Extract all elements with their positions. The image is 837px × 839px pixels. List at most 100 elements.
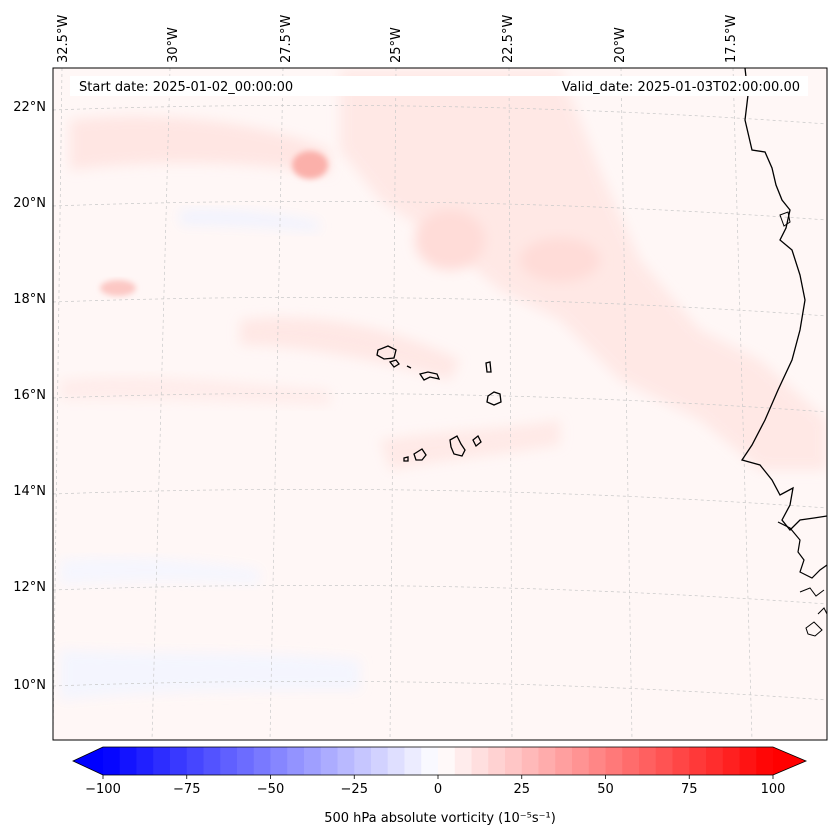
gridline-parallel: [53, 296, 827, 317]
vorticity-positive-streak: [380, 420, 560, 470]
colorbar-swatch: [639, 747, 657, 775]
vorticity-positive-patch: [520, 238, 600, 282]
lon-label: 32.5°W: [56, 15, 71, 63]
lon-label: 30°W: [166, 27, 181, 63]
island-maio: [472, 434, 482, 448]
colorbar-swatch: [304, 747, 322, 775]
vorticity-field: [53, 68, 827, 740]
gridline-meridian: [151, 68, 171, 740]
colorbar-swatch: [505, 747, 523, 775]
island-sao-vicente: [388, 359, 400, 368]
colorbar-swatch: [706, 747, 724, 775]
colorbar-swatch: [722, 747, 741, 775]
colorbar-swatch: [672, 747, 690, 775]
valid-date-label: Valid_date: 2025-01-03T02:00:00.00: [562, 80, 800, 95]
coastline-africa: [740, 68, 827, 531]
colorbar-swatch: [287, 747, 305, 775]
colorbar-min-extend: [73, 747, 103, 775]
cape-verde-islands: [376, 345, 502, 462]
colorbar-tick-label: 25: [513, 782, 530, 797]
colorbar-swatch: [655, 747, 674, 775]
vorticity-positive-streak: [60, 376, 330, 405]
gridline-meridian: [620, 68, 633, 740]
colorbar-tick-label: −75: [173, 782, 200, 797]
island-sao-nicolau: [418, 371, 441, 381]
graticule: [53, 68, 827, 740]
colorbar-swatch: [454, 747, 473, 775]
colorbar-swatch: [572, 747, 590, 775]
gridline-parallel: [53, 680, 827, 701]
lon-label: 17.5°W: [724, 15, 739, 63]
colorbar-segments: [103, 747, 774, 775]
gridline-meridian: [53, 68, 63, 740]
lat-label: 16°N: [13, 388, 46, 403]
colorbar-swatch: [605, 747, 623, 775]
colorbar-ticks: −100 −75 −50 −25 0 25 50 75 100: [85, 775, 785, 797]
colorbar-swatch: [689, 747, 707, 775]
colorbar-swatch: [220, 747, 238, 775]
gridline-parallel: [53, 488, 827, 509]
colorbar-max-extend: [773, 747, 806, 775]
lon-label: 20°W: [613, 27, 628, 63]
lon-label: 27.5°W: [279, 15, 294, 63]
colorbar-swatch: [756, 747, 774, 775]
colorbar-swatch: [471, 747, 489, 775]
gridline-parallel: [53, 200, 827, 221]
map-frame: [52, 67, 828, 741]
lat-label: 14°N: [13, 484, 46, 499]
island-santiago: [449, 435, 466, 457]
island-boa-vista: [486, 391, 502, 406]
colorbar-swatch: [203, 747, 221, 775]
colorbar-tick-label: −100: [85, 782, 121, 797]
colorbar-swatch: [253, 747, 272, 775]
gridline-meridian: [269, 68, 284, 740]
gridline-meridian: [389, 68, 397, 740]
coastline-bijagos-islands: [799, 587, 827, 637]
lat-label: 12°N: [13, 580, 46, 595]
lon-label: 22.5°W: [501, 15, 516, 63]
colorbar-tick-label: −50: [257, 782, 284, 797]
lat-label: 18°N: [13, 292, 46, 307]
island-fogo: [413, 448, 427, 461]
vorticity-positive-streak: [70, 116, 330, 175]
vorticity-negative-band: [60, 650, 360, 700]
coastline-inlet: [779, 211, 791, 227]
colorbar-label: 500 hPa absolute vorticity (10⁻⁵s⁻¹): [324, 811, 556, 826]
colorbar-swatch: [186, 747, 205, 775]
lat-label: 20°N: [13, 196, 46, 211]
colorbar-swatch: [237, 747, 255, 775]
gridline-parallel: [53, 104, 827, 125]
lon-label: 25°W: [389, 27, 404, 63]
start-date-label: Start date: 2025-01-02_00:00:00: [79, 80, 293, 95]
map-panel: Start date: 2025-01-02_00:00:00 Valid_da…: [13, 15, 828, 741]
island-brava: [403, 456, 409, 462]
lat-label: 22°N: [13, 100, 46, 115]
lat-label: 10°N: [13, 678, 46, 693]
vorticity-positive-streak: [240, 317, 460, 380]
vorticity-maximum: [100, 280, 136, 296]
gridline-parallel: [53, 584, 827, 605]
gridline-meridian: [508, 68, 513, 740]
info-bar: [70, 76, 808, 96]
colorbar-swatch: [521, 747, 540, 775]
colorbar-swatch: [438, 747, 456, 775]
island-santa-luzia: [406, 365, 412, 369]
colorbar-swatch: [371, 747, 389, 775]
colorbar-swatch: [103, 747, 121, 775]
colorbar-tick-label: 100: [761, 782, 786, 797]
vorticity-positive-patch: [415, 210, 485, 270]
colorbar-swatch: [270, 747, 288, 775]
colorbar-swatch: [538, 747, 556, 775]
colorbar: −100 −75 −50 −25 0 25 50 75 100 500 hPa absolute…: [72, 746, 808, 826]
gridline-meridian: [732, 68, 753, 740]
colorbar-swatch: [387, 747, 406, 775]
colorbar-swatch: [337, 747, 355, 775]
colorbar-swatch: [170, 747, 188, 775]
colorbar-swatch: [421, 747, 439, 775]
island-sal: [485, 361, 492, 373]
colorbar-tick-label: 0: [434, 782, 442, 797]
colorbar-swatch: [488, 747, 506, 775]
colorbar-tick-label: 75: [681, 782, 698, 797]
latitude-labels: 22°N 20°N 18°N 16°N 14°N 12°N 10°N: [13, 100, 46, 693]
